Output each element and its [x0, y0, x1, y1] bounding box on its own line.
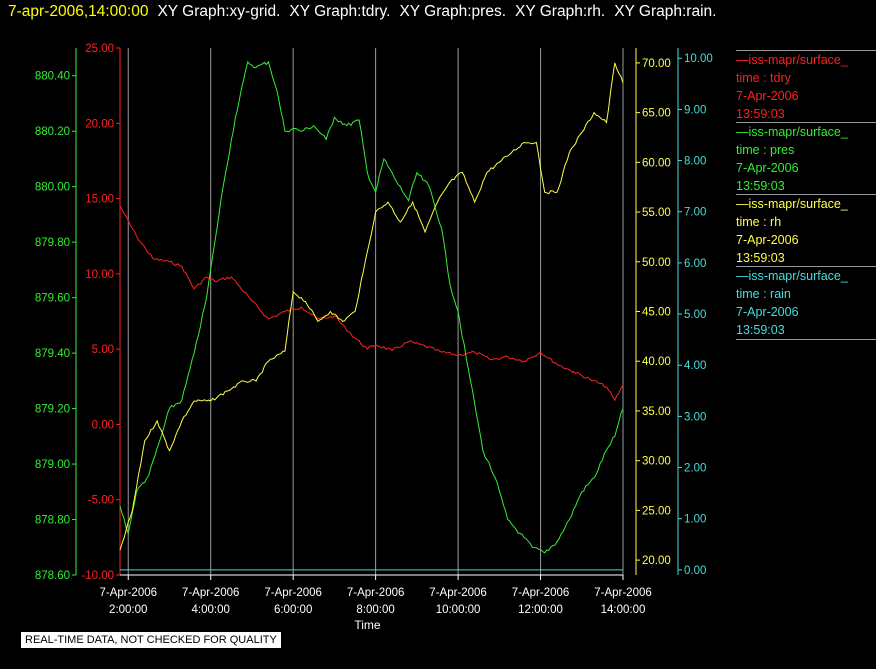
header-title-xy-grid: XY Graph:xy-grid. [157, 3, 281, 20]
y-tick-label-rh: 45.00 [642, 307, 671, 319]
y-tick-label-rain: 2.00 [684, 463, 706, 475]
y-tick-label-tdry: -10.00 [81, 570, 114, 582]
y-tick-label-tdry: 10.00 [85, 269, 114, 281]
legend-time: 13:59:03 [736, 323, 785, 337]
x-tick-label-time: 4:00:00 [192, 604, 230, 616]
legend-time: 13:59:03 [736, 179, 785, 193]
legend-source: —iss-mapr/surface_ [736, 53, 848, 67]
x-tick-label-time: 12:00:00 [518, 604, 563, 616]
x-axis-label: Time [354, 618, 381, 632]
y-tick-label-pres: 880.40 [35, 71, 70, 83]
header-title-pres: XY Graph:pres. [399, 3, 507, 20]
y-tick-label-rain: 1.00 [684, 514, 706, 526]
x-tick-label-time: 10:00:00 [436, 604, 481, 616]
y-tick-label-tdry: 5.00 [92, 344, 114, 356]
y-tick-label-rain: 10.00 [684, 53, 713, 65]
y-tick-label-rain: 4.00 [684, 360, 706, 372]
x-tick-label-date: 7-Apr-2006 [512, 587, 570, 599]
y-tick-label-rain: 8.00 [684, 156, 706, 168]
y-tick-label-tdry: -5.00 [88, 495, 114, 507]
legend-date: 7-Apr-2006 [736, 233, 799, 247]
legend-date: 7-Apr-2006 [736, 89, 799, 103]
y-tick-label-rh: 50.00 [642, 257, 671, 269]
y-tick-label-pres: 879.20 [35, 404, 70, 416]
header-title-rh: XY Graph:rh. [515, 3, 606, 20]
y-tick-label-tdry: 15.00 [85, 194, 114, 206]
quality-disclaimer: REAL-TIME DATA, NOT CHECKED FOR QUALITY [20, 631, 282, 649]
y-tick-label-rh: 40.00 [642, 356, 671, 368]
legend-source: —iss-mapr/surface_ [736, 269, 848, 283]
legend-source: —iss-mapr/surface_ [736, 197, 848, 211]
header-title-rain: XY Graph:rain. [614, 3, 717, 20]
legend-entry-rain: —iss-mapr/surface_ time : rain 7-Apr-200… [736, 266, 876, 340]
legend-date: 7-Apr-2006 [736, 305, 799, 319]
y-tick-label-pres: 879.00 [35, 459, 70, 471]
y-tick-label-rh: 30.00 [642, 456, 671, 468]
x-tick-label-time: 2:00:00 [109, 604, 147, 616]
header-timestamp: 7-apr-2006,14:00:00 [8, 3, 149, 20]
legend-variable: time : pres [736, 143, 795, 157]
y-tick-label-rh: 65.00 [642, 108, 671, 120]
x-tick-label-date: 7-Apr-2006 [99, 587, 157, 599]
y-tick-label-rain: 9.00 [684, 104, 706, 116]
series-line-rh [119, 62, 624, 551]
legend-variable: time : rh [736, 215, 782, 229]
legend-source: —iss-mapr/surface_ [736, 125, 848, 139]
x-tick-label-time: 6:00:00 [274, 604, 312, 616]
legend-variable: time : rain [736, 287, 791, 301]
x-tick-label-date: 7-Apr-2006 [347, 587, 405, 599]
y-tick-label-rh: 35.00 [642, 406, 671, 418]
legend-entry-rh: —iss-mapr/surface_ time : rh 7-Apr-2006 … [736, 194, 876, 267]
y-tick-label-pres: 879.40 [35, 348, 70, 360]
y-tick-label-pres: 880.00 [35, 182, 70, 194]
legend-entry-tdry: —iss-mapr/surface_ time : tdry 7-Apr-200… [736, 50, 876, 123]
y-tick-label-tdry: 20.00 [85, 118, 114, 130]
y-tick-label-rh: 20.00 [642, 555, 671, 567]
y-tick-label-rain: 0.00 [684, 565, 706, 577]
legend-time: 13:59:03 [736, 251, 785, 265]
x-tick-label-date: 7-Apr-2006 [429, 587, 487, 599]
y-tick-label-rh: 25.00 [642, 505, 671, 517]
y-tick-label-rain: 6.00 [684, 258, 706, 270]
y-tick-label-rh: 60.00 [642, 157, 671, 169]
y-tick-label-tdry: 25.00 [85, 43, 114, 55]
y-tick-label-pres: 879.80 [35, 237, 70, 249]
x-tick-label-date: 7-Apr-2006 [264, 587, 322, 599]
y-tick-label-rh: 70.00 [642, 58, 671, 70]
graph-header: 7-apr-2006,14:00:00 XY Graph:xy-grid. XY G… [8, 3, 716, 21]
x-tick-label-time: 14:00:00 [601, 604, 646, 616]
y-tick-label-rain: 7.00 [684, 207, 706, 219]
y-tick-label-tdry: 0.00 [92, 419, 114, 431]
y-tick-label-pres: 878.80 [35, 515, 70, 527]
legend-variable: time : tdry [736, 71, 791, 85]
series-line-tdry [119, 205, 624, 402]
x-tick-label-date: 7-Apr-2006 [594, 587, 652, 599]
legend-date: 7-Apr-2006 [736, 161, 799, 175]
y-tick-label-rain: 3.00 [684, 411, 706, 423]
y-tick-label-rh: 55.00 [642, 207, 671, 219]
series-line-pres [119, 60, 624, 554]
header-title-tdry: XY Graph:tdry. [289, 3, 391, 20]
y-tick-label-pres: 880.20 [35, 126, 70, 138]
x-tick-label-date: 7-Apr-2006 [182, 587, 240, 599]
legend-entry-pres: —iss-mapr/surface_ time : pres 7-Apr-200… [736, 122, 876, 195]
y-tick-label-rain: 5.00 [684, 309, 706, 321]
legend-time: 13:59:03 [736, 107, 785, 121]
y-tick-label-pres: 878.60 [35, 570, 70, 582]
y-tick-label-pres: 879.60 [35, 293, 70, 305]
x-tick-label-time: 8:00:00 [356, 604, 394, 616]
